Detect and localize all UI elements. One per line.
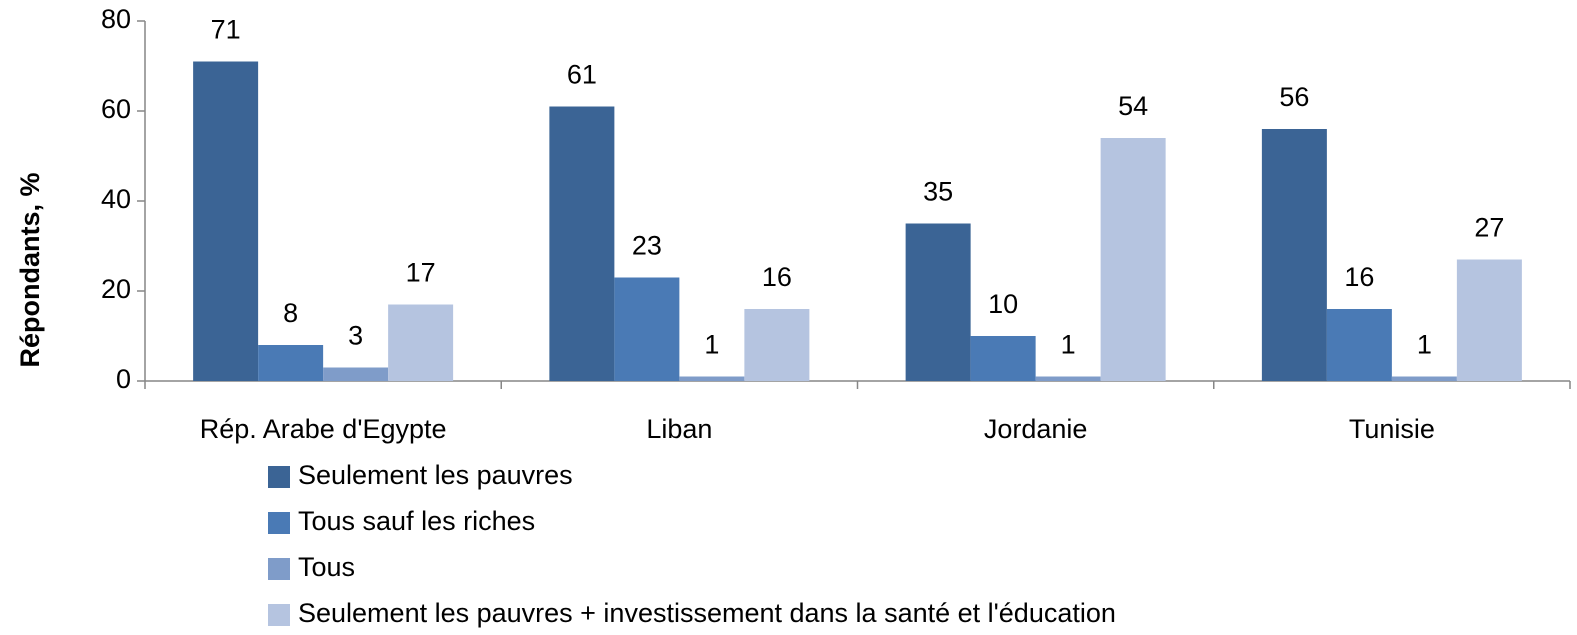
data-label: 10 <box>988 289 1018 319</box>
data-label: 3 <box>348 321 363 351</box>
y-tick-label: 40 <box>101 184 131 214</box>
legend-label: Tous sauf les riches <box>298 506 535 536</box>
data-label: 8 <box>283 298 298 328</box>
bar <box>1261 129 1327 381</box>
x-tick-label: Liban <box>646 414 712 444</box>
y-tick-label: 60 <box>101 94 131 124</box>
data-label: 1 <box>1061 330 1076 360</box>
bar <box>744 309 810 381</box>
bar <box>323 367 389 381</box>
legend-swatch <box>268 558 290 580</box>
bar <box>1391 376 1457 381</box>
bar <box>1100 138 1166 381</box>
legend-label: Seulement les pauvres <box>298 460 573 490</box>
x-tick-label: Jordanie <box>984 414 1088 444</box>
legend-label: Tous <box>298 552 355 582</box>
legend-swatch <box>268 604 290 626</box>
y-axis-title: Répondants, % <box>15 172 45 367</box>
bar <box>614 277 680 381</box>
bar <box>905 223 971 381</box>
legend-swatch <box>268 512 290 534</box>
data-label: 1 <box>1417 330 1432 360</box>
data-label: 27 <box>1474 213 1504 243</box>
data-label: 61 <box>567 60 597 90</box>
bar <box>258 345 324 381</box>
data-label: 17 <box>406 258 436 288</box>
bar <box>388 304 454 381</box>
bar <box>1456 259 1522 381</box>
y-tick-label: 0 <box>116 364 131 394</box>
data-label: 35 <box>923 177 953 207</box>
legend-label: Seulement les pauvres + investissement d… <box>298 598 1116 628</box>
y-tick-label: 20 <box>101 274 131 304</box>
bar <box>549 106 615 381</box>
data-label: 16 <box>1344 262 1374 292</box>
data-label: 16 <box>762 262 792 292</box>
data-label: 71 <box>211 15 241 45</box>
bar <box>1035 376 1101 381</box>
data-label: 56 <box>1279 82 1309 112</box>
y-tick-label: 80 <box>101 4 131 34</box>
x-tick-label: Rép. Arabe d'Egypte <box>200 414 447 444</box>
bar <box>1326 309 1392 381</box>
bar <box>970 336 1036 381</box>
bar <box>679 376 745 381</box>
legend-swatch <box>268 466 290 488</box>
bar <box>193 61 259 381</box>
data-label: 1 <box>704 330 719 360</box>
data-label: 54 <box>1118 91 1148 121</box>
x-tick-label: Tunisie <box>1349 414 1435 444</box>
data-label: 23 <box>632 231 662 261</box>
